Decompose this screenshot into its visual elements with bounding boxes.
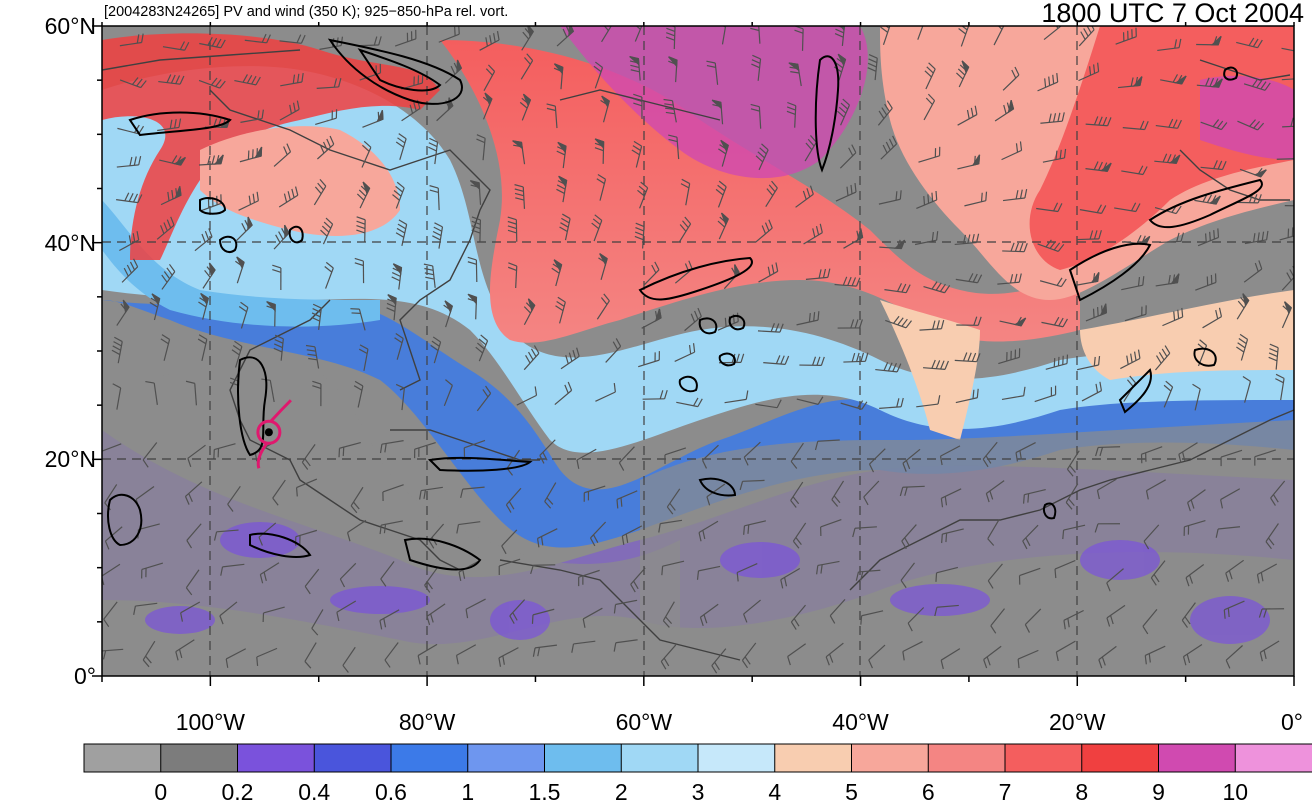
colorbar-swatch: [1082, 744, 1159, 772]
colorbar-label: 3: [673, 780, 723, 804]
colorbar-swatch: [1005, 744, 1082, 772]
colorbar-label: 8: [1057, 780, 1107, 804]
lon-label: 20°W: [1022, 710, 1132, 734]
colorbar-label: 0.6: [366, 780, 416, 804]
colorbar-label: 4: [750, 780, 800, 804]
lon-label: 40°W: [806, 710, 916, 734]
plot-subtitle: [2004283N24265] PV and wind (350 K); 925…: [104, 4, 508, 20]
colorbar: [84, 744, 1312, 772]
colorbar-swatch: [775, 744, 852, 772]
colorbar-swatch: [545, 744, 622, 772]
lat-label: 20°N: [26, 447, 96, 471]
plot-timestamp: 1800 UTC 7 Oct 2004: [1041, 0, 1304, 28]
lat-label: 0°: [26, 664, 96, 688]
colorbar-swatch: [621, 744, 698, 772]
colorbar-swatch: [852, 744, 929, 772]
lon-label: 60°W: [589, 710, 699, 734]
lon-label: 0°: [1272, 710, 1312, 734]
colorbar-label: 0.2: [213, 780, 263, 804]
colorbar-label: 5: [827, 780, 877, 804]
pv-field: [99, 13, 1310, 676]
colorbar-swatch: [84, 744, 161, 772]
colorbar-label: 1: [443, 780, 493, 804]
colorbar-label: 0: [136, 780, 186, 804]
lon-label: 80°W: [372, 710, 482, 734]
lat-label: 40°N: [26, 231, 96, 255]
colorbar-swatch: [238, 744, 315, 772]
colorbar-swatch: [698, 744, 775, 772]
colorbar-label: 0.4: [289, 780, 339, 804]
colorbar-label: 2: [596, 780, 646, 804]
colorbar-swatch: [391, 744, 468, 772]
colorbar-swatch: [161, 744, 238, 772]
colorbar-label: 10: [1210, 780, 1260, 804]
lat-label: 60°N: [26, 14, 96, 38]
colorbar-swatch: [1235, 744, 1312, 772]
colorbar-label: 7: [980, 780, 1030, 804]
colorbar-label: 1.5: [520, 780, 570, 804]
lon-label: 100°W: [155, 710, 265, 734]
colorbar-swatch: [928, 744, 1005, 772]
colorbar-label: 9: [1134, 780, 1184, 804]
colorbar-swatch: [314, 744, 391, 772]
colorbar-swatch: [468, 744, 545, 772]
colorbar-swatch: [1159, 744, 1236, 772]
colorbar-label: 6: [903, 780, 953, 804]
